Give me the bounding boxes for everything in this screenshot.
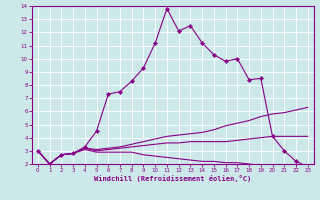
- X-axis label: Windchill (Refroidissement éolien,°C): Windchill (Refroidissement éolien,°C): [94, 175, 252, 182]
